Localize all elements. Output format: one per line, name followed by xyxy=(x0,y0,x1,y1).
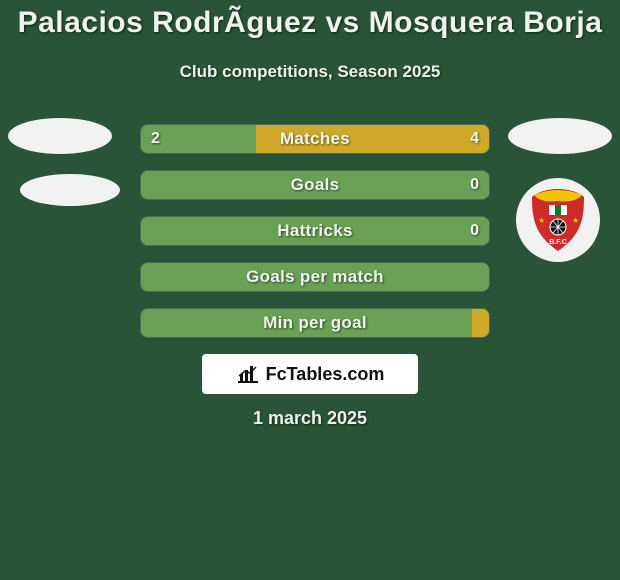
svg-text:★: ★ xyxy=(538,216,545,225)
player-left-avatar-1 xyxy=(8,118,112,154)
stat-bar: Matches2 4 xyxy=(140,124,490,154)
stat-bar-left-value: 2 xyxy=(141,125,170,153)
comparison-bars: Matches24Goals0Hattricks0Goals per match… xyxy=(140,124,490,354)
stat-bar: Goals per match xyxy=(140,262,490,292)
player-right-avatar-1 xyxy=(508,118,612,154)
stat-bar-label: Min per goal xyxy=(141,309,489,337)
comparison-date: 1 march 2025 xyxy=(0,408,620,429)
stat-bar: Hattricks0 xyxy=(140,216,490,246)
stat-bar-right-value: 4 xyxy=(460,125,489,153)
page-subtitle: Club competitions, Season 2025 xyxy=(0,62,620,82)
stat-bar-label: Hattricks xyxy=(141,217,489,245)
stat-bar: Min per goal xyxy=(140,308,490,338)
club-crest-icon: B.F.C ★ ★ xyxy=(528,187,588,253)
page-title: Palacios RodrÃ­guez vs Mosquera Borja xyxy=(0,6,620,40)
stat-bar-right-value: 0 xyxy=(460,217,489,245)
stat-bar-right-value: 0 xyxy=(460,171,489,199)
bars-icon xyxy=(236,364,260,384)
brand-text: FcTables.com xyxy=(266,364,385,385)
stat-bar-label: Matches xyxy=(141,125,489,153)
stat-bar: Goals0 xyxy=(140,170,490,200)
svg-text:★: ★ xyxy=(572,216,579,225)
comparison-canvas: Palacios RodrÃ­guez vs Mosquera Borja Cl… xyxy=(0,0,620,580)
club-crest-avatar: B.F.C ★ ★ xyxy=(516,178,600,262)
stat-bar-label: Goals xyxy=(141,171,489,199)
player-left-avatar-2 xyxy=(20,174,120,206)
crest-text: B.F.C xyxy=(549,239,567,246)
brand-badge: FcTables.com xyxy=(202,354,418,394)
stat-bar-label: Goals per match xyxy=(141,263,489,291)
